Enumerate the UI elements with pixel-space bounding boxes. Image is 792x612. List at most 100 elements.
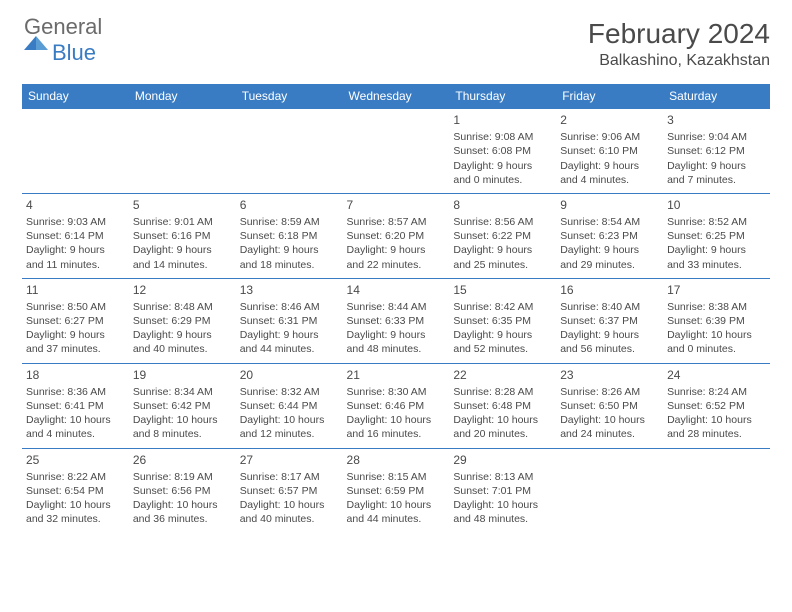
sunset-text: Sunset: 6:48 PM bbox=[453, 399, 552, 413]
sunset-text: Sunset: 6:20 PM bbox=[347, 229, 446, 243]
calendar-cell: 23Sunrise: 8:26 AMSunset: 6:50 PMDayligh… bbox=[556, 363, 663, 448]
day-number: 21 bbox=[347, 367, 446, 383]
sunset-text: Sunset: 6:18 PM bbox=[240, 229, 339, 243]
day-header: Friday bbox=[556, 84, 663, 109]
calendar-cell bbox=[22, 109, 129, 194]
daylight-text: Daylight: 9 hours and 22 minutes. bbox=[347, 243, 446, 271]
sunset-text: Sunset: 6:08 PM bbox=[453, 144, 552, 158]
day-header: Wednesday bbox=[343, 84, 450, 109]
sunrise-text: Sunrise: 9:04 AM bbox=[667, 130, 766, 144]
daylight-text: Daylight: 9 hours and 56 minutes. bbox=[560, 328, 659, 356]
calendar-cell: 3Sunrise: 9:04 AMSunset: 6:12 PMDaylight… bbox=[663, 109, 770, 194]
daylight-text: Daylight: 9 hours and 7 minutes. bbox=[667, 159, 766, 187]
calendar-cell: 7Sunrise: 8:57 AMSunset: 6:20 PMDaylight… bbox=[343, 193, 450, 278]
daylight-text: Daylight: 9 hours and 40 minutes. bbox=[133, 328, 232, 356]
sunrise-text: Sunrise: 8:54 AM bbox=[560, 215, 659, 229]
sunrise-text: Sunrise: 8:44 AM bbox=[347, 300, 446, 314]
day-number: 20 bbox=[240, 367, 339, 383]
day-number: 6 bbox=[240, 197, 339, 213]
calendar-cell: 28Sunrise: 8:15 AMSunset: 6:59 PMDayligh… bbox=[343, 448, 450, 532]
daylight-text: Daylight: 9 hours and 48 minutes. bbox=[347, 328, 446, 356]
daylight-text: Daylight: 10 hours and 4 minutes. bbox=[26, 413, 125, 441]
logo-general: General bbox=[24, 14, 102, 39]
sunset-text: Sunset: 6:57 PM bbox=[240, 484, 339, 498]
day-number: 17 bbox=[667, 282, 766, 298]
day-number: 25 bbox=[26, 452, 125, 468]
sunrise-text: Sunrise: 8:24 AM bbox=[667, 385, 766, 399]
logo: General Blue bbox=[22, 18, 134, 70]
daylight-text: Daylight: 10 hours and 20 minutes. bbox=[453, 413, 552, 441]
day-number: 19 bbox=[133, 367, 232, 383]
calendar-cell: 2Sunrise: 9:06 AMSunset: 6:10 PMDaylight… bbox=[556, 109, 663, 194]
day-number: 12 bbox=[133, 282, 232, 298]
sunset-text: Sunset: 6:37 PM bbox=[560, 314, 659, 328]
day-number: 1 bbox=[453, 112, 552, 128]
day-number: 11 bbox=[26, 282, 125, 298]
day-number: 8 bbox=[453, 197, 552, 213]
calendar-cell: 8Sunrise: 8:56 AMSunset: 6:22 PMDaylight… bbox=[449, 193, 556, 278]
sunrise-text: Sunrise: 8:48 AM bbox=[133, 300, 232, 314]
calendar-cell: 21Sunrise: 8:30 AMSunset: 6:46 PMDayligh… bbox=[343, 363, 450, 448]
daylight-text: Daylight: 10 hours and 36 minutes. bbox=[133, 498, 232, 526]
sunrise-text: Sunrise: 8:50 AM bbox=[26, 300, 125, 314]
sunrise-text: Sunrise: 8:57 AM bbox=[347, 215, 446, 229]
daylight-text: Daylight: 9 hours and 44 minutes. bbox=[240, 328, 339, 356]
sunrise-text: Sunrise: 8:38 AM bbox=[667, 300, 766, 314]
sunset-text: Sunset: 6:44 PM bbox=[240, 399, 339, 413]
calendar-cell: 4Sunrise: 9:03 AMSunset: 6:14 PMDaylight… bbox=[22, 193, 129, 278]
daylight-text: Daylight: 10 hours and 16 minutes. bbox=[347, 413, 446, 441]
sunset-text: Sunset: 6:23 PM bbox=[560, 229, 659, 243]
sunrise-text: Sunrise: 8:19 AM bbox=[133, 470, 232, 484]
sunset-text: Sunset: 6:27 PM bbox=[26, 314, 125, 328]
sunset-text: Sunset: 6:22 PM bbox=[453, 229, 552, 243]
calendar-cell: 11 Sunrise: 8:50 AMSunset: 6:27 PMDayligh… bbox=[22, 278, 129, 363]
calendar-cell bbox=[129, 109, 236, 194]
sunrise-text: Sunrise: 8:34 AM bbox=[133, 385, 232, 399]
daylight-text: Daylight: 10 hours and 24 minutes. bbox=[560, 413, 659, 441]
calendar-cell: 1Sunrise: 9:08 AMSunset: 6:08 PMDaylight… bbox=[449, 109, 556, 194]
sunrise-text: Sunrise: 9:03 AM bbox=[26, 215, 125, 229]
calendar-cell bbox=[663, 448, 770, 532]
daylight-text: Daylight: 10 hours and 0 minutes. bbox=[667, 328, 766, 356]
day-number: 22 bbox=[453, 367, 552, 383]
header: General Blue February 2024 Balkashino, K… bbox=[22, 18, 770, 70]
calendar-body: 1 Sunrise: 9:08 AMSunset: 6:08 PM Daylight… bbox=[22, 109, 770, 533]
daylight-text: Daylight: 10 hours and 28 minutes. bbox=[667, 413, 766, 441]
location: Balkashino, Kazakhstan bbox=[588, 52, 770, 70]
calendar-cell: 25Sunrise: 8:22 AMSunset: 6:54 PMDayligh… bbox=[22, 448, 129, 532]
sunrise-text: Sunrise: 9:06 AM bbox=[560, 130, 659, 144]
page-title: February 2024 bbox=[588, 18, 770, 50]
sunrise-text: Sunrise: 9:01 AM bbox=[133, 215, 232, 229]
calendar-cell: 10Sunrise: 8:52 AMSunset: 6:25 PMDayligh… bbox=[663, 193, 770, 278]
day-number: 16 bbox=[560, 282, 659, 298]
calendar-cell bbox=[556, 448, 663, 532]
calendar-cell: 13Sunrise: 8:46 AMSunset: 6:31 PMDayligh… bbox=[236, 278, 343, 363]
day-number: 24 bbox=[667, 367, 766, 383]
day-number: 5 bbox=[133, 197, 232, 213]
day-number: 3 bbox=[667, 112, 766, 128]
calendar-cell bbox=[236, 109, 343, 194]
sunrise-text: Sunrise: 8:30 AM bbox=[347, 385, 446, 399]
calendar-cell bbox=[343, 109, 450, 194]
sunset-text: Sunset: 6:50 PM bbox=[560, 399, 659, 413]
sunset-text: Sunset: 6:39 PM bbox=[667, 314, 766, 328]
daylight-text: Daylight: 9 hours and 29 minutes. bbox=[560, 243, 659, 271]
sunrise-text: Sunrise: 9:08 AM bbox=[453, 130, 552, 144]
sunrise-text: Sunrise: 8:32 AM bbox=[240, 385, 339, 399]
daylight-text: Daylight: 9 hours and 33 minutes. bbox=[667, 243, 766, 271]
daylight-text: Daylight: 9 hours and 37 minutes. bbox=[26, 328, 125, 356]
sunset-text: Sunset: 6:33 PM bbox=[347, 314, 446, 328]
daylight-text: Daylight: 9 hours and 14 minutes. bbox=[133, 243, 232, 271]
daylight-text: Daylight: 10 hours and 32 minutes. bbox=[26, 498, 125, 526]
calendar-cell: 20Sunrise: 8:32 AMSunset: 6:44 PMDayligh… bbox=[236, 363, 343, 448]
header-right: February 2024 Balkashino, Kazakhstan bbox=[588, 18, 770, 70]
calendar-table: SundayMondayTuesdayWednesdayThursdayFrid… bbox=[22, 84, 770, 532]
day-number: 29 bbox=[453, 452, 552, 468]
calendar-week: 11Sunrise: 8:50 AMSunset: 6:27 PMDayligh… bbox=[22, 278, 770, 363]
daylight-text: Daylight: 9 hours and 4 minutes. bbox=[560, 159, 659, 187]
daylight-text: Daylight: 10 hours and 8 minutes. bbox=[133, 413, 232, 441]
calendar-cell: 22Sunrise: 8:28 AMSunset: 6:48 PMDayligh… bbox=[449, 363, 556, 448]
calendar-cell: 6Sunrise: 8:59 AMSunset: 6:18 PMDaylight… bbox=[236, 193, 343, 278]
day-header: Saturday bbox=[663, 84, 770, 109]
day-number: 27 bbox=[240, 452, 339, 468]
